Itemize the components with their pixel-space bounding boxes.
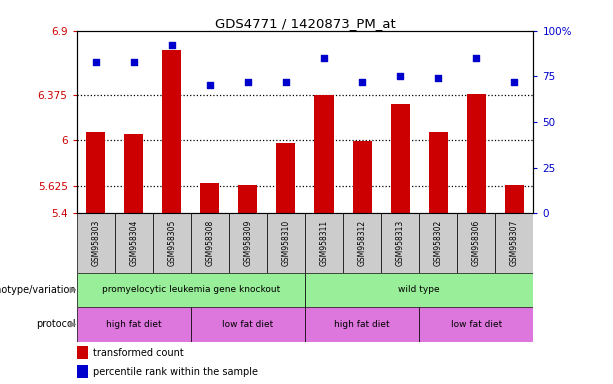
Bar [419,213,457,273]
Bar [267,213,305,273]
Bar [276,142,295,213]
Text: GSM958308: GSM958308 [205,220,215,266]
Bar [428,132,447,213]
Text: transformed count: transformed count [93,348,183,358]
Bar [314,95,333,213]
Bar [495,213,533,273]
Text: GSM958304: GSM958304 [129,220,138,266]
Bar [162,50,181,213]
Bar [77,213,115,273]
Text: GSM958311: GSM958311 [319,220,329,266]
Bar [390,104,409,213]
Point [205,83,215,89]
Bar [457,213,495,273]
Bar [305,273,533,307]
Text: GSM958312: GSM958312 [357,220,367,266]
Bar [466,94,485,213]
Bar [77,346,88,359]
Text: protocol: protocol [36,319,76,329]
Text: GSM958302: GSM958302 [433,220,443,266]
Title: GDS4771 / 1420873_PM_at: GDS4771 / 1420873_PM_at [215,17,395,30]
Point [91,59,101,65]
Bar [86,132,105,213]
Point [319,55,329,61]
Text: GSM958310: GSM958310 [281,220,291,266]
Text: GSM958307: GSM958307 [510,220,519,266]
Bar [191,307,305,342]
Point [281,79,291,85]
Bar [305,213,343,273]
Bar [381,213,419,273]
Point [357,79,367,85]
Point [471,55,481,61]
Point [433,75,443,81]
Text: GSM958305: GSM958305 [167,220,177,266]
Bar [504,185,524,213]
Bar [77,365,88,378]
Text: low fat diet: low fat diet [223,320,273,329]
Point [395,73,405,79]
Text: GSM958306: GSM958306 [472,220,481,266]
Text: percentile rank within the sample: percentile rank within the sample [93,367,257,377]
Bar [77,273,305,307]
Bar [115,213,153,273]
Bar [419,307,533,342]
Bar [124,134,143,213]
Bar [229,213,267,273]
Text: GSM958303: GSM958303 [91,220,100,266]
Text: promyelocytic leukemia gene knockout: promyelocytic leukemia gene knockout [102,285,280,295]
Point [129,59,139,65]
Bar [200,183,219,213]
Bar [77,307,191,342]
Bar [191,213,229,273]
Text: GSM958309: GSM958309 [243,220,253,266]
Point [167,42,177,48]
Text: high fat diet: high fat diet [106,320,161,329]
Text: wild type: wild type [398,285,440,295]
Bar [153,213,191,273]
Bar [343,213,381,273]
Point [509,79,519,85]
Point [243,79,253,85]
Bar [305,307,419,342]
Text: genotype/variation: genotype/variation [0,285,76,295]
Text: GSM958313: GSM958313 [395,220,405,266]
Bar [238,185,257,213]
Text: high fat diet: high fat diet [334,320,390,329]
Bar [352,141,371,213]
Text: low fat diet: low fat diet [451,320,502,329]
